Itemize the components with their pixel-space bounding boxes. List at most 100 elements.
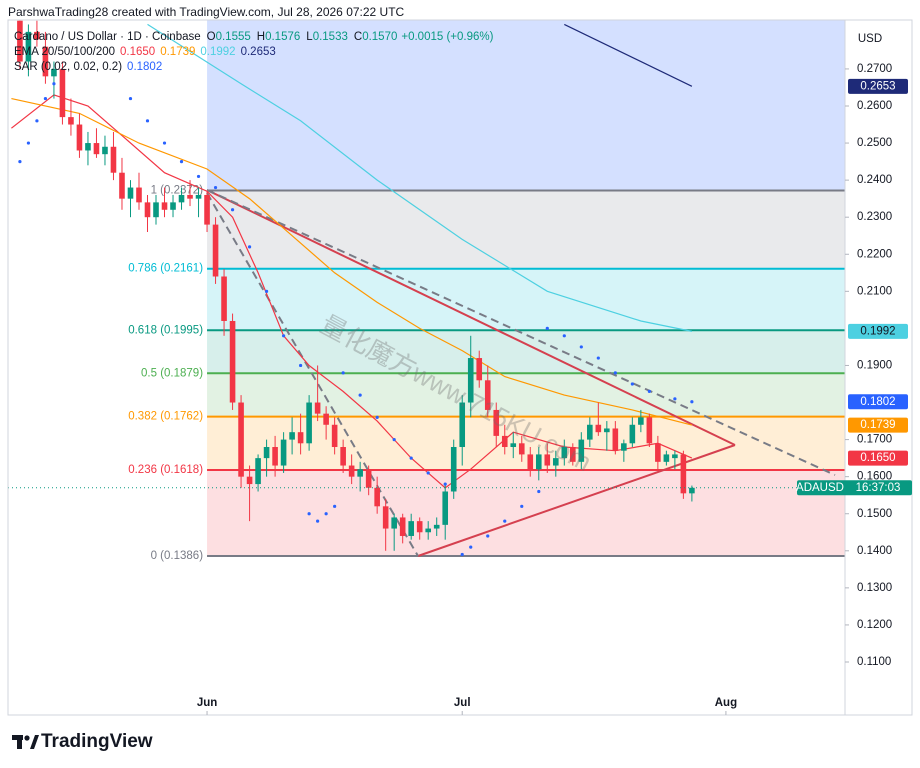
ema-badge-bg xyxy=(848,417,908,433)
candle-body xyxy=(501,435,508,448)
sar-dot xyxy=(316,519,320,523)
ema-badge: 0.1739 xyxy=(860,419,895,431)
logo: TradingView xyxy=(12,731,153,752)
ohlc-value: 0.1555 xyxy=(216,31,251,43)
ema-badge: 0.1992 xyxy=(860,325,895,337)
candle-body xyxy=(587,424,593,440)
frame xyxy=(7,19,913,716)
ema-line xyxy=(147,23,693,332)
legend-line: SAR (0.02, 0.02, 0.2) 0.1802 xyxy=(14,61,162,73)
candle-body xyxy=(425,528,432,533)
y-tick-label: 0.2500 xyxy=(857,137,892,149)
sar-dot xyxy=(647,389,651,394)
candle-body xyxy=(25,31,32,62)
candle-body xyxy=(510,443,517,448)
sar-dot xyxy=(196,174,201,179)
candle-body xyxy=(484,380,491,410)
candle-body xyxy=(467,358,474,403)
countdown: 16:37:03 xyxy=(856,482,901,494)
sar-dot xyxy=(264,289,269,293)
candle-body xyxy=(323,413,329,425)
candle-body xyxy=(655,443,661,462)
symbol-badge-bg xyxy=(797,480,912,496)
y-tick-label: 0.2100 xyxy=(857,285,892,297)
candle-body xyxy=(612,428,619,451)
logo-mark xyxy=(24,735,30,741)
candle-body xyxy=(204,194,210,225)
candle-body xyxy=(306,402,312,444)
candle-body xyxy=(646,417,653,444)
candle-body xyxy=(119,172,125,199)
ohlc-value: 0.1533 xyxy=(313,31,348,43)
candle-body xyxy=(570,447,576,462)
fib-label: 0.236 (0.1618) xyxy=(128,464,203,476)
logo-text: TradingView xyxy=(41,731,153,752)
ema-value: 0.1650 xyxy=(120,46,155,58)
candle-body xyxy=(476,358,483,381)
candle-body xyxy=(331,424,338,448)
legend-line: EMA 20/50/100/200 0.1650 0.1739 0.1992 0.265… xyxy=(14,46,276,58)
sar-dot xyxy=(52,82,56,86)
candle-body xyxy=(493,409,500,436)
candle-body xyxy=(102,146,108,155)
symbol-title: Cardano / US Dollar · 1D · Coinbase xyxy=(14,31,201,43)
dashed-trendline xyxy=(206,189,836,476)
sar-dot xyxy=(299,363,303,368)
y-tick-label: 0.1600 xyxy=(857,471,892,483)
candle-body xyxy=(170,202,176,210)
candle-body xyxy=(17,20,23,62)
sar-dot xyxy=(613,371,617,375)
candle-body xyxy=(604,428,610,433)
ema-value: 0.1992 xyxy=(200,46,235,58)
ema-badge: 0.1650 xyxy=(860,452,895,464)
sar-dot xyxy=(426,471,430,475)
candle-body xyxy=(629,424,636,444)
candle-body xyxy=(595,424,602,433)
candle-body xyxy=(153,202,159,218)
candle-body xyxy=(408,521,414,536)
candle-body xyxy=(136,187,142,203)
ohlc-key: C xyxy=(354,31,362,43)
ohlc-key: O xyxy=(207,31,216,43)
sar-dot xyxy=(43,96,48,101)
y-tick-label: 0.1300 xyxy=(857,582,892,594)
candle-body xyxy=(93,143,100,155)
change: +0.0015 (+0.96%) xyxy=(401,31,493,43)
candle-body xyxy=(212,224,219,277)
logo-mark xyxy=(30,735,39,749)
sar-label: SAR (0.02, 0.02, 0.2) xyxy=(14,61,122,73)
ohlc-key: L xyxy=(306,31,313,43)
candle-body xyxy=(365,469,372,488)
sar-dot xyxy=(596,356,600,360)
y-tick-label: 0.1500 xyxy=(857,508,892,520)
candle-body xyxy=(680,454,687,494)
fib-band xyxy=(207,330,845,374)
candle-body xyxy=(459,402,466,448)
candle-body xyxy=(561,447,568,459)
candle-body xyxy=(59,68,66,118)
sar-dot xyxy=(673,397,677,401)
candle-body xyxy=(263,447,270,459)
sar-dot xyxy=(18,159,22,164)
candle-body xyxy=(229,320,236,403)
symbol-badge: ADAUSD xyxy=(796,482,844,494)
candle-body xyxy=(110,146,117,173)
ema-badge-bg xyxy=(848,78,908,94)
x-tick-label: Jul xyxy=(454,697,471,709)
sar-dot xyxy=(162,141,167,145)
sar-dot xyxy=(145,119,150,123)
sar-dot xyxy=(230,208,235,212)
candle-body xyxy=(689,487,695,494)
candle-body xyxy=(76,124,83,151)
candle-body xyxy=(638,417,644,425)
y-tick-label: 0.1100 xyxy=(857,656,891,668)
sar-badge: 0.1802 xyxy=(860,396,895,408)
sar-dot xyxy=(690,400,694,404)
candle-body xyxy=(51,68,57,77)
ema-badge: 0.2653 xyxy=(860,80,895,92)
candle-body xyxy=(280,439,287,466)
plot xyxy=(8,20,845,557)
sar-dot xyxy=(324,512,328,516)
ema-label: EMA 20/50/100/200 xyxy=(14,46,115,58)
ohlc-value: 0.1576 xyxy=(265,31,300,43)
